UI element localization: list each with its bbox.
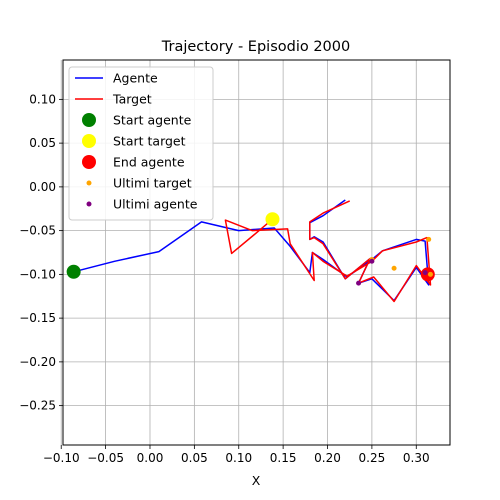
point-ultimi-agente [369,258,375,264]
x-tick-label: 0.30 [403,451,430,465]
series-line-target [224,200,432,303]
legend: Agente Target Start agente Start target End … [68,66,214,221]
y-tick-label: 0.10 [29,92,56,106]
x-tick-label: 0.00 [137,451,164,465]
x-tick-label: −0.05 [87,451,124,465]
point-ultimi-agente [356,280,362,286]
x-tick-label: −0.10 [43,451,80,465]
y-tick-label: −0.10 [19,267,56,281]
x-tick-label: 0.15 [270,451,297,465]
y-tick-label: −0.15 [19,311,56,325]
x-tick-label: 0.10 [225,451,252,465]
legend-box [68,66,214,221]
plot-frame [62,59,451,446]
point-ultimi-agente [422,270,428,276]
legend-swatch-end-agente [82,155,96,169]
x-axis-label: X [252,473,261,488]
data-layer [66,199,435,303]
point-ultimi-target [427,271,433,277]
legend-swatch-ultimi-target [86,180,92,186]
point-start-target [265,212,280,227]
point-ultimi-target [426,236,432,242]
chart-title: Trajectory - Episodio 2000 [161,39,350,55]
point-ultimi-target [391,265,397,271]
y-tick-label: −0.25 [19,399,56,413]
legend-label-ultimi-agente: Ultimi agente [113,197,198,212]
x-tick-label: 0.20 [314,451,341,465]
x-axis-ticks: −0.10 −0.05 0.00 0.05 0.10 0.15 0.20 0.25 0.30 [43,445,430,465]
legend-label-agente: Agente [113,71,158,86]
legend-swatch-start-target [82,134,96,148]
y-tick-label: 0.05 [29,136,56,150]
legend-label-start-agente: Start agente [113,113,192,128]
x-tick-label: 0.05 [181,451,208,465]
y-tick-label: −0.05 [19,224,56,238]
y-axis-ticks: 0.10 0.05 0.00 −0.05 −0.10 −0.15 −0.20 −0.25 [19,92,63,413]
y-tick-label: 0.00 [29,180,56,194]
point-start-agente [66,264,81,279]
legend-swatch-ultimi-agente [86,201,92,207]
legend-label-target: Target [112,92,152,107]
legend-label-start-target: Start target [113,134,186,149]
x-tick-label: 0.25 [359,451,386,465]
legend-label-end-agente: End agente [113,155,185,170]
y-tick-label: −0.20 [19,355,56,369]
legend-label-ultimi-target: Ultimi target [113,176,192,191]
legend-swatch-start-agente [82,113,96,127]
